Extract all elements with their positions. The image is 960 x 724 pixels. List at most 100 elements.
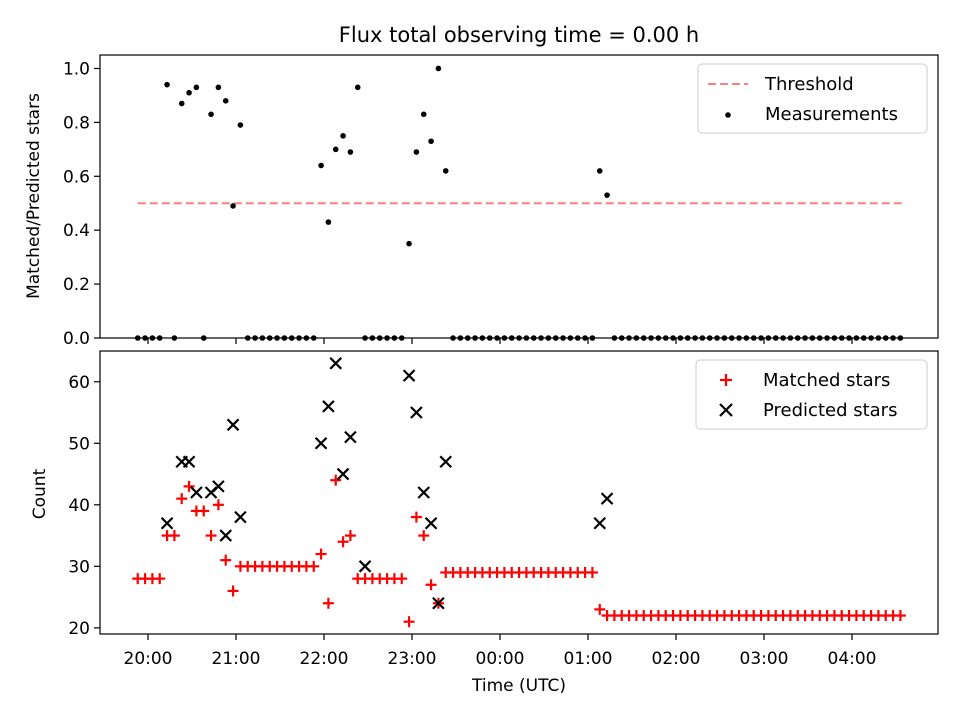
- legend-predicted-marker: [719, 403, 733, 417]
- top-y-axis-label: Matched/Predicted stars: [24, 93, 44, 299]
- legend-predicted-label: Predicted stars: [763, 400, 897, 421]
- matched-star-point: [220, 554, 232, 566]
- measurement-point: [406, 240, 412, 247]
- predicted-star-point: [329, 357, 343, 370]
- bottom-y-tick-label: 40: [68, 496, 90, 516]
- x-tick-label: 04:00: [828, 649, 877, 669]
- predicted-star-point: [212, 480, 225, 493]
- measurement-point: [215, 84, 222, 91]
- matched-star-point: [322, 597, 334, 609]
- x-tick-label: 02:00: [652, 649, 701, 669]
- measurement-point: [604, 192, 610, 198]
- x-tick-label: 20:00: [124, 649, 173, 669]
- predicted-star-point: [234, 510, 247, 524]
- measurement-point: [354, 84, 361, 91]
- bottom-legend: Matched stars Predicted stars: [695, 359, 928, 430]
- bottom-y-axis-label: Count: [30, 468, 50, 519]
- legend-threshold-label: Threshold: [764, 74, 854, 95]
- legend-matched-label: Matched stars: [763, 370, 890, 391]
- bottom-plot: 20 30 40 50 60 20:00 21:00 22:00 23:00 00:00 01:00…: [30, 350, 939, 696]
- x-tick-label: 00:00: [476, 649, 525, 669]
- measurement-point: [428, 138, 434, 145]
- x-tick-label: 03:00: [740, 649, 789, 669]
- matched-star-point: [176, 493, 188, 505]
- chart-title: Flux total observing time = 0.00 h: [339, 23, 699, 47]
- measurement-point: [413, 149, 420, 155]
- bottom-y-tick-label: 50: [68, 434, 90, 454]
- predicted-star-point: [410, 406, 423, 419]
- matched-star-point: [594, 603, 606, 615]
- matched-star-point: [205, 530, 217, 542]
- top-y-tick-label: 1.0: [63, 59, 90, 79]
- measurement-point: [237, 122, 244, 128]
- legend-measurements-marker: [725, 112, 731, 118]
- legend-matched-marker: [720, 374, 732, 386]
- matched-star-point: [396, 573, 408, 585]
- matched-star-point: [168, 530, 180, 542]
- predicted-star-point: [424, 516, 438, 530]
- top-legend: Threshold Measurements: [697, 63, 928, 134]
- predicted-star-point: [226, 418, 240, 432]
- measurement-point: [164, 81, 170, 88]
- predicted-star-point: [344, 430, 357, 444]
- bottom-y-tick-label: 60: [68, 373, 90, 393]
- x-axis-label: Time (UTC): [471, 676, 566, 696]
- matched-star-point: [198, 505, 210, 517]
- matched-star-point: [227, 585, 239, 597]
- measurement-point: [178, 100, 185, 107]
- measurement-point: [208, 111, 214, 118]
- measurement-point: [325, 219, 332, 225]
- top-plot: 0.0 0.2 0.4 0.6 0.8 1.0 Matched/Predicted sta…: [24, 54, 939, 349]
- x-tick-label: 01:00: [564, 649, 613, 669]
- predicted-star-point: [160, 516, 174, 530]
- matched-star-point: [586, 566, 598, 578]
- top-y-tick-label: 0.0: [63, 329, 90, 349]
- predicted-star-point: [439, 455, 453, 469]
- x-tick-label: 21:00: [212, 649, 261, 669]
- predicted-star-point: [417, 486, 431, 499]
- predicted-star-point: [336, 467, 350, 481]
- bottom-y-tick-label: 30: [68, 557, 90, 577]
- predicted-star-point: [432, 596, 445, 610]
- top-y-tick-label: 0.6: [63, 167, 90, 187]
- predicted-star-point: [190, 486, 203, 499]
- bottom-plot-frame: [99, 350, 939, 635]
- matched-star-point: [183, 480, 195, 492]
- matched-star-point: [425, 579, 437, 591]
- matched-star-point: [154, 573, 166, 585]
- x-tick-label: 22:00: [300, 649, 349, 669]
- predicted-star-point: [402, 369, 416, 382]
- measurement-point: [340, 133, 346, 139]
- measurement-point: [332, 146, 339, 153]
- matched-star-point: [344, 530, 356, 542]
- top-y-tick-label: 0.8: [63, 113, 90, 133]
- predicted-star-point: [219, 529, 233, 542]
- measurement-point: [193, 84, 200, 91]
- bottom-y-tick-label: 20: [68, 619, 90, 639]
- top-y-tick-label: 0.4: [63, 221, 90, 241]
- measurement-point: [420, 111, 427, 118]
- matched-star-point: [330, 474, 342, 486]
- matched-star-point: [403, 616, 415, 628]
- top-y-tick-label: 0.2: [63, 275, 90, 295]
- measurement-point: [230, 203, 236, 209]
- predicted-star-point: [593, 516, 607, 530]
- measurement-point: [318, 162, 324, 169]
- matched-star-point: [410, 511, 422, 523]
- measurement-point: [435, 65, 442, 72]
- predicted-star-point: [358, 560, 372, 573]
- measurement-point: [596, 168, 603, 174]
- legend-measurements-label: Measurements: [765, 104, 898, 125]
- matched-star-point: [337, 536, 349, 548]
- matched-star-point: [308, 560, 320, 572]
- matched-star-point: [418, 530, 430, 542]
- predicted-star-point: [314, 437, 328, 450]
- matched-star-point: [315, 548, 327, 560]
- matched-star-point: [894, 610, 906, 622]
- predicted-star-point: [600, 492, 614, 505]
- measurement-point: [442, 168, 449, 174]
- measurement-point: [347, 149, 354, 155]
- predicted-star-point: [322, 400, 335, 413]
- measurement-point: [222, 98, 229, 104]
